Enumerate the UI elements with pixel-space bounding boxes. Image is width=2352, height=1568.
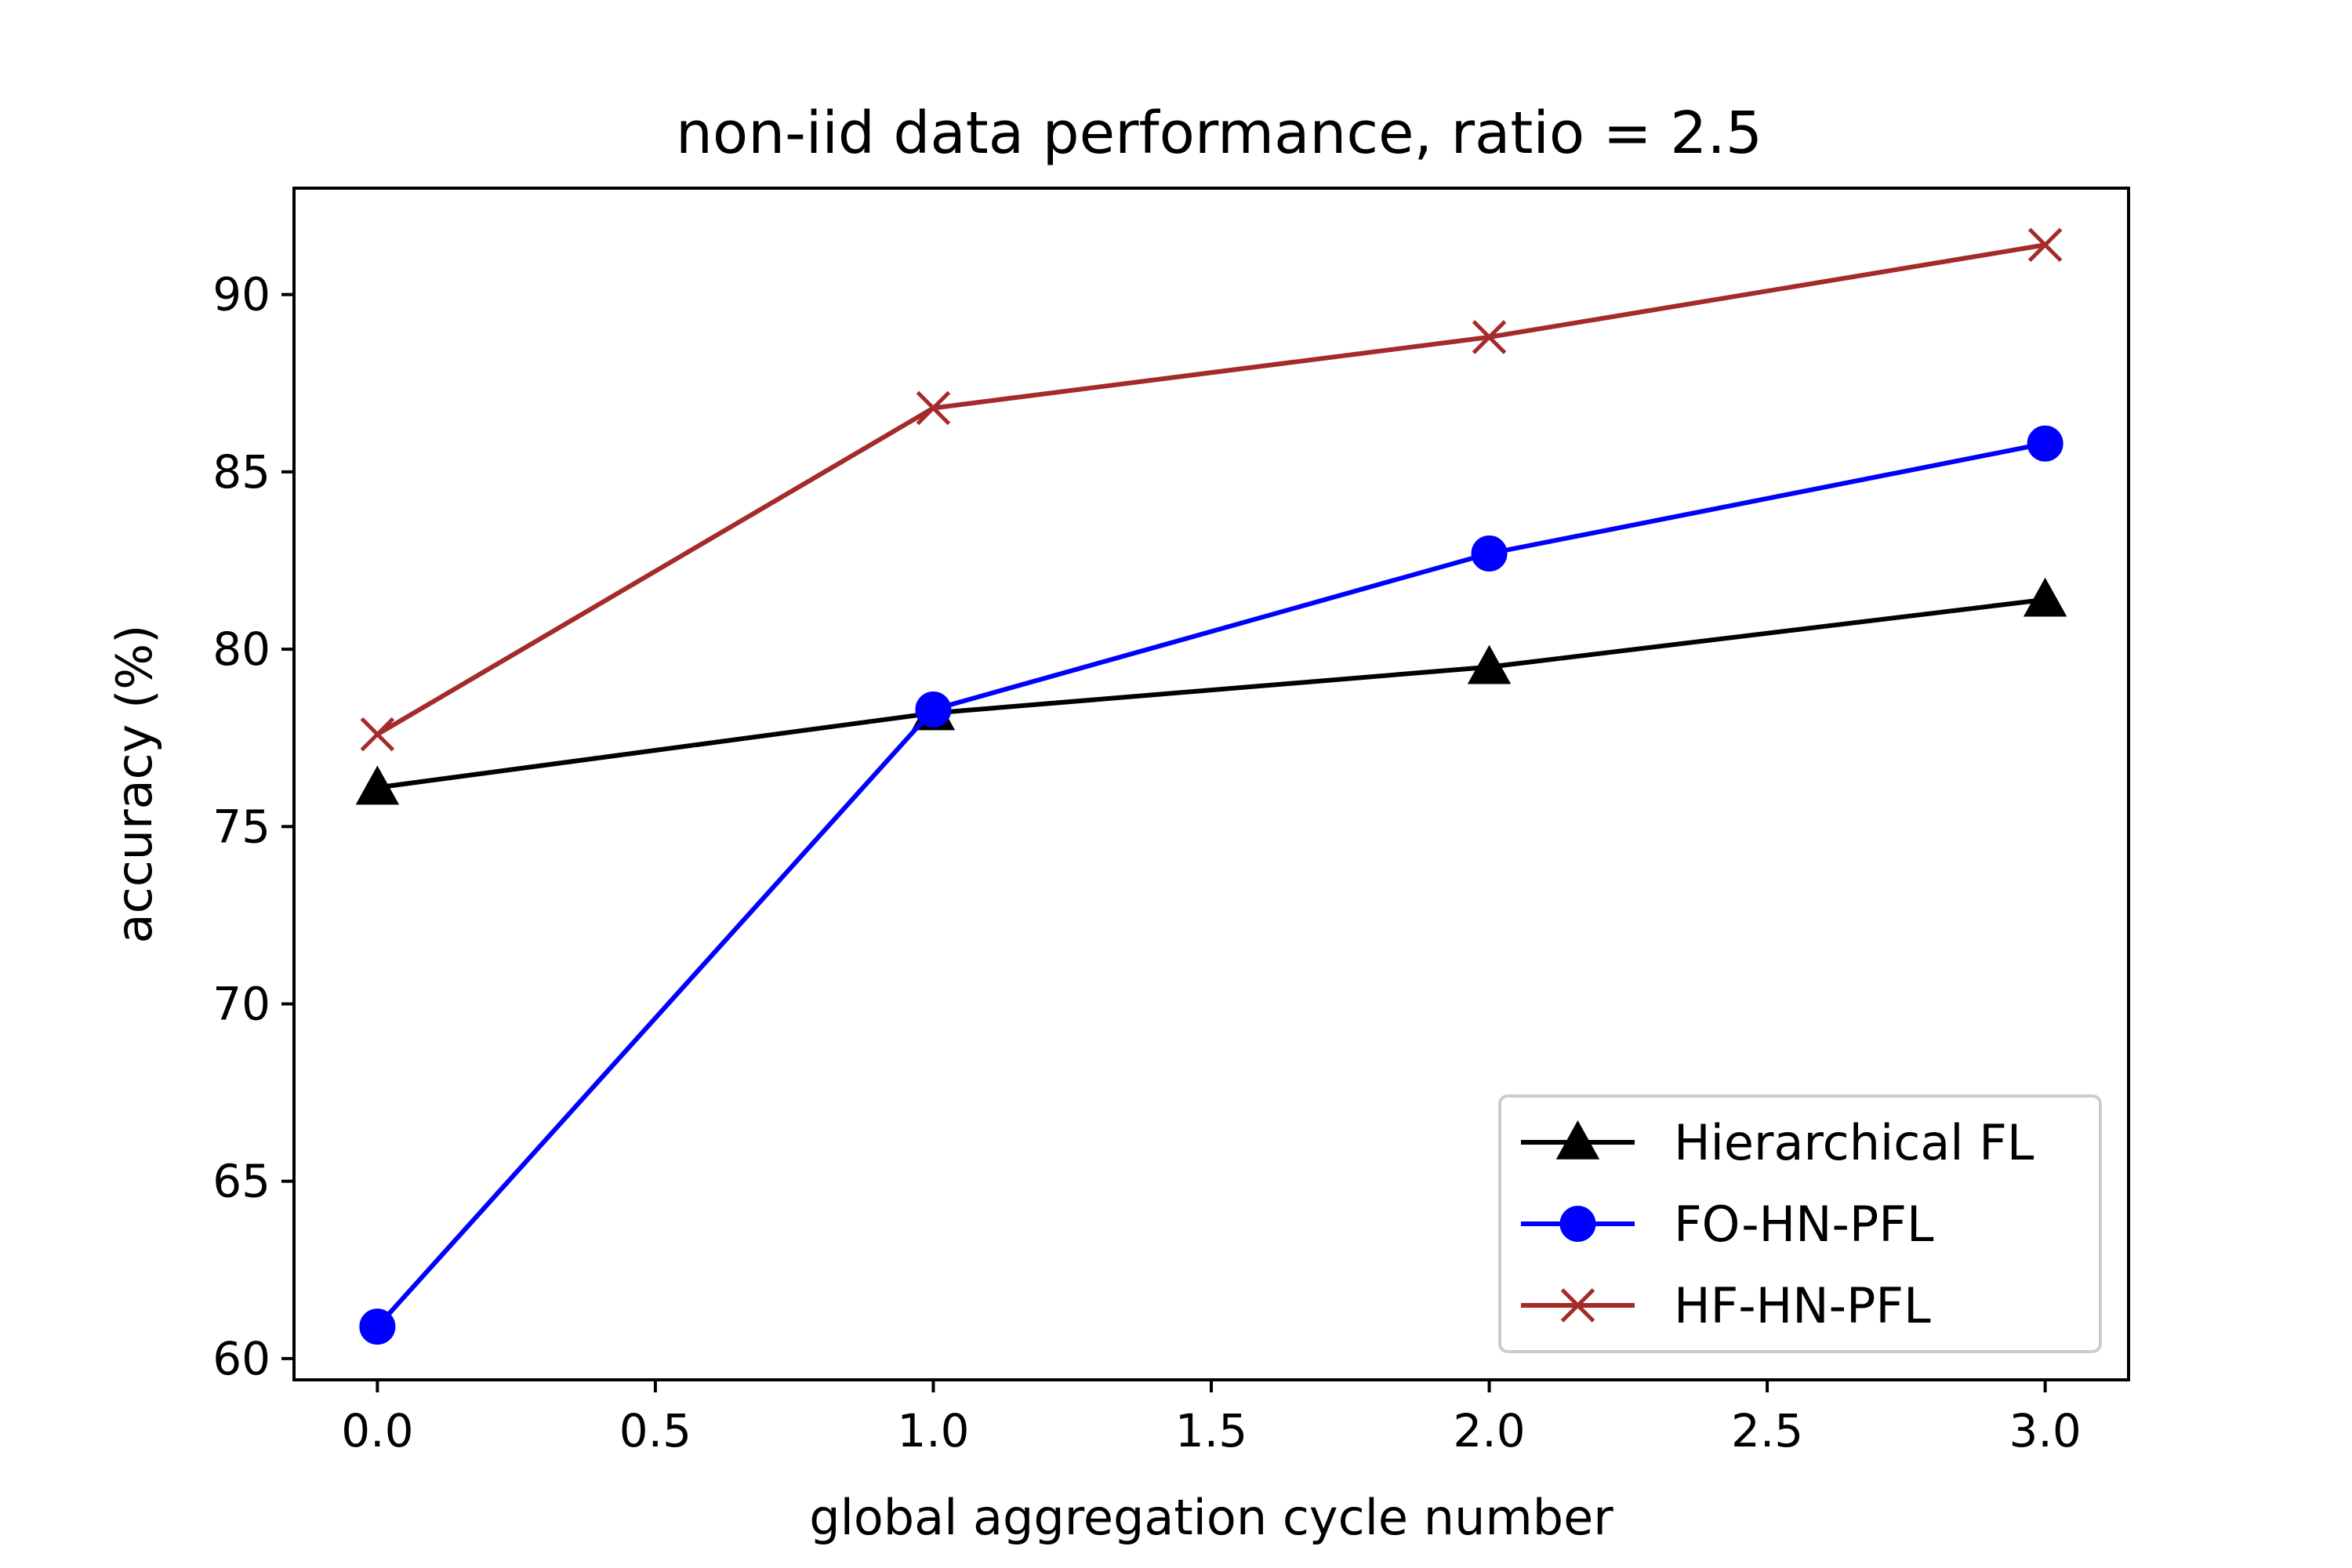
data-point <box>1471 535 1508 572</box>
y-tick-label: 80 <box>212 622 270 676</box>
series-2 <box>360 227 2063 752</box>
legend-item: HF-HN-PFL <box>1521 1277 1931 1334</box>
legend-marker <box>1560 1288 1595 1323</box>
legend-box <box>1498 1094 2102 1353</box>
axis-ticks: 0.0 0.5 1.0 1.5 2.0 2.5 3.0 60 65 70 75 80 85 90 <box>212 268 2082 1457</box>
x-tick-label: 3.0 <box>2009 1404 2082 1457</box>
x-tick-label: 1.5 <box>1175 1404 1247 1457</box>
x-tick-label: 0.5 <box>619 1404 691 1457</box>
y-tick-label: 85 <box>212 445 270 499</box>
data-series <box>355 227 2067 1345</box>
y-tick-label: 90 <box>212 268 270 321</box>
legend-marker <box>1559 1206 1596 1242</box>
y-axis-label: accuracy (%) <box>106 625 163 944</box>
data-point <box>915 691 952 728</box>
data-point <box>360 717 395 752</box>
data-point <box>2027 227 2063 263</box>
data-point <box>1467 644 1512 684</box>
series-line <box>376 597 2045 790</box>
x-tick-label: 1.0 <box>897 1404 969 1457</box>
series-line <box>376 441 2046 1329</box>
plot-frame <box>292 187 2130 1381</box>
x-tick-label: 0.0 <box>341 1404 413 1457</box>
x-tick-label: 2.0 <box>1453 1404 1525 1457</box>
legend-item: Hierarchical FL <box>1521 1114 2034 1171</box>
legend-item: FO-HN-PFL <box>1521 1196 1934 1253</box>
legend-label: Hierarchical FL <box>1674 1114 2034 1171</box>
x-axis-label: global aggregation cycle number <box>809 1489 1613 1546</box>
series-0 <box>355 577 2067 805</box>
y-tick-label: 70 <box>212 977 270 1030</box>
series-1 <box>359 425 2063 1345</box>
data-point <box>916 390 951 426</box>
y-tick-label: 65 <box>212 1155 270 1208</box>
data-point <box>359 1308 396 1345</box>
legend-label: HF-HN-PFL <box>1674 1277 1931 1334</box>
data-point <box>1472 320 1507 354</box>
data-point <box>355 765 400 805</box>
y-tick-label: 75 <box>212 800 270 853</box>
data-point <box>2023 577 2067 617</box>
series-line <box>376 242 2046 737</box>
x-tick-label: 2.5 <box>1731 1404 1803 1457</box>
chart-title: non-iid data performance, ratio = 2.5 <box>676 100 1762 167</box>
legend-marker <box>1555 1120 1600 1160</box>
legend-label: FO-HN-PFL <box>1674 1196 1934 1253</box>
y-tick-label: 60 <box>212 1332 270 1385</box>
legend: Hierarchical FL FO-HN-PFL HF-HN-PFL <box>1498 1094 2102 1353</box>
data-point <box>2027 425 2063 462</box>
